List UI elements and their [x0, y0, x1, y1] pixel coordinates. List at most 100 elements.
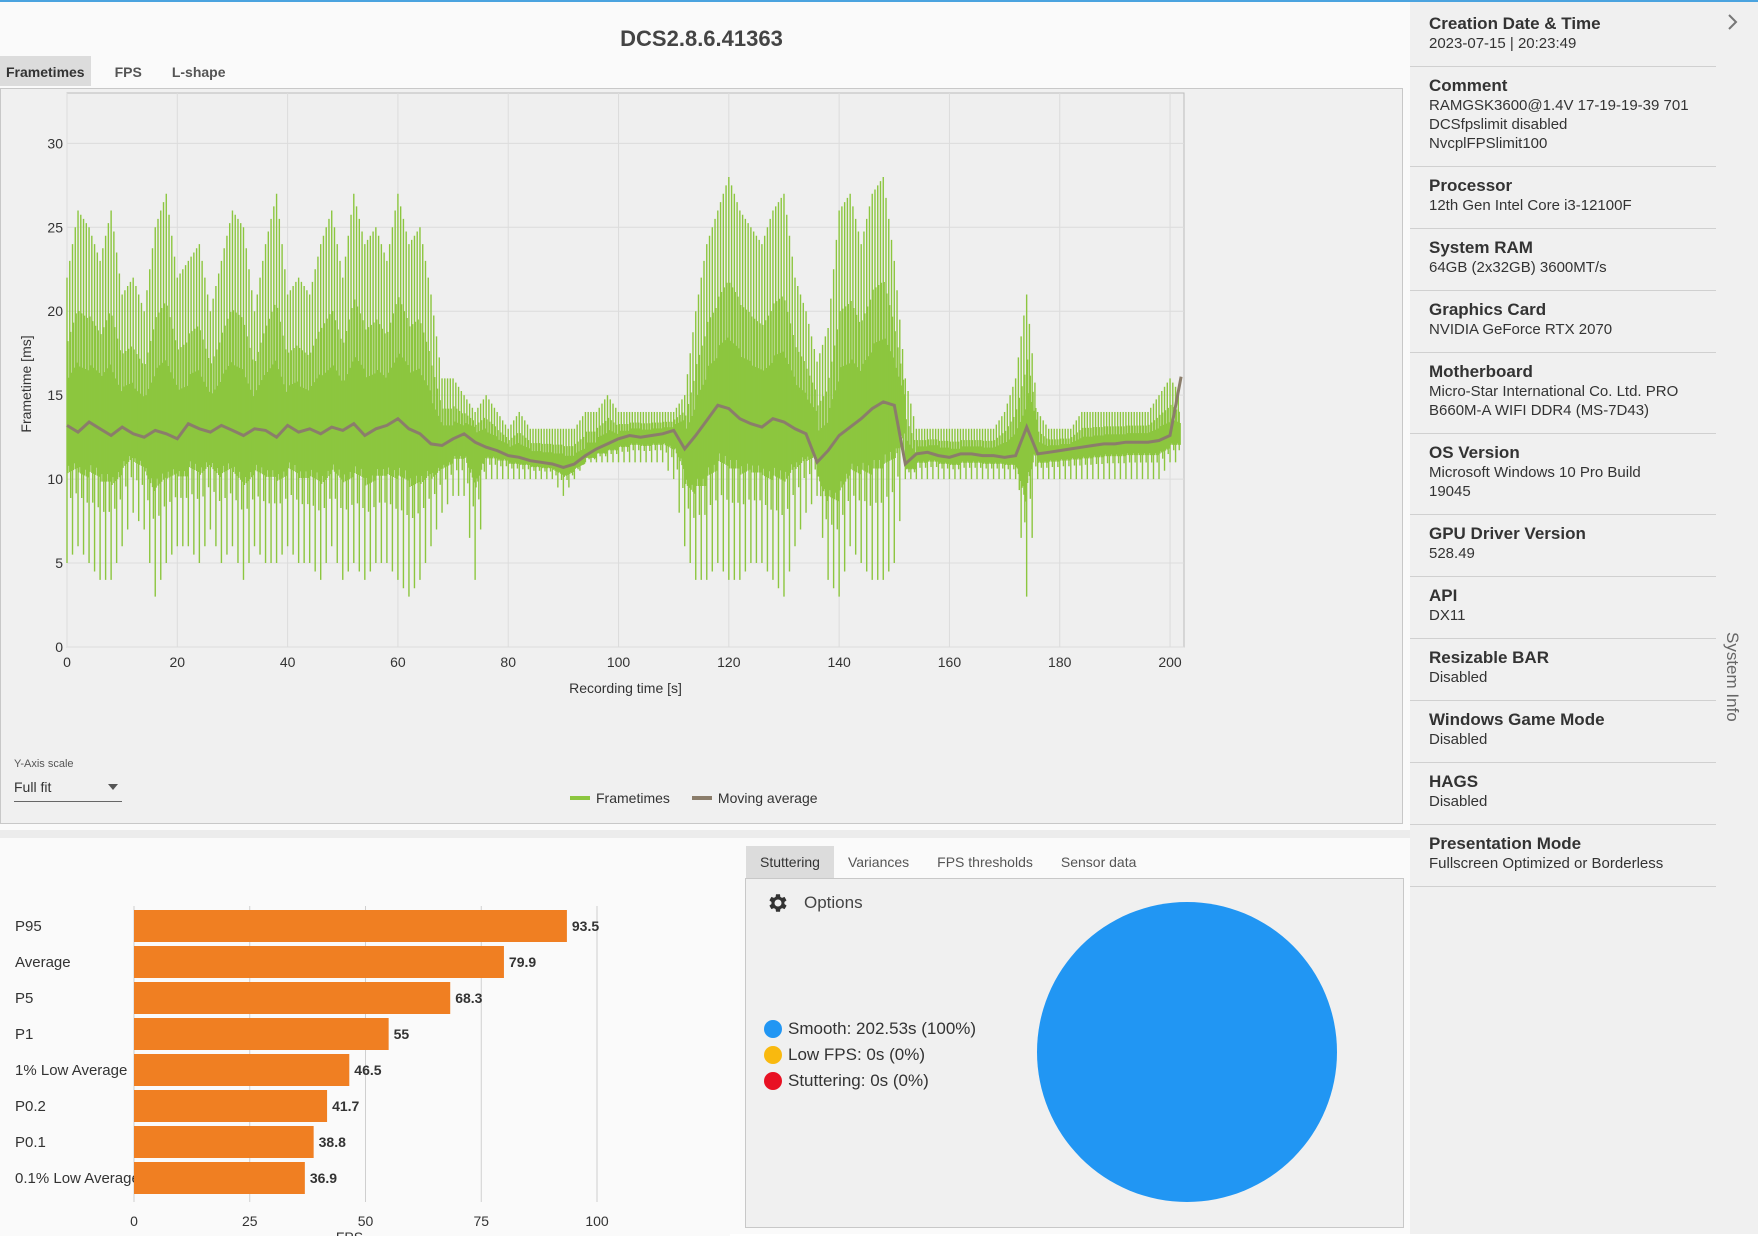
bar-x-tick-label: 75 — [473, 1213, 489, 1229]
bar-value-label: 79.9 — [509, 954, 536, 970]
bar-category-label: P95 — [15, 918, 42, 935]
info-label: GPU Driver Version — [1429, 524, 1586, 543]
info-label: API — [1429, 586, 1458, 605]
tab-stuttering[interactable]: Stuttering — [746, 846, 834, 878]
x-tick-label: 80 — [500, 654, 516, 670]
info-value: 2023-07-15 | 20:23:49 — [1429, 35, 1577, 52]
chart-tabs: Frametimes FPS L-shape — [0, 56, 250, 86]
tab-frametimes[interactable]: Frametimes — [0, 56, 91, 86]
bar — [134, 1090, 328, 1122]
y-tick-label: 25 — [47, 219, 63, 235]
bar-value-label: 36.9 — [310, 1170, 337, 1186]
low-fps-label: Low FPS: 0s (0%) — [788, 1045, 925, 1064]
tab-variances[interactable]: Variances — [847, 854, 910, 870]
info-item-resizable-bar: Resizable BAR Disabled — [1410, 644, 1716, 701]
bar-x-axis-label: FPS — [336, 1229, 363, 1236]
x-tick-label: 0 — [63, 654, 71, 670]
bar-value-label: 68.3 — [455, 990, 482, 1006]
info-value: DX11 — [1429, 607, 1466, 624]
y-axis-label: Frametime [ms] — [18, 335, 34, 432]
bar-category-label: P5 — [15, 990, 33, 1007]
legend-swatch-moving-average — [691, 796, 712, 800]
page-title: DCS2.8.6.41363 — [620, 26, 783, 51]
x-tick-label: 120 — [717, 654, 741, 670]
bar-category-label: P1 — [15, 1026, 33, 1043]
frametime-chart-panel: 0 20 40 60 80 100 120 140 160 180 200 0 5 10 15 20 25 30 R… — [0, 88, 1403, 824]
chevron-down-icon — [108, 784, 118, 790]
bar-x-tick-label: 100 — [585, 1213, 609, 1229]
info-value: Disabled — [1429, 669, 1488, 686]
fps-bar-chart-panel: 0 25 50 75 100 FPS P95 93.5 Average 79.9 P5 68.3 P1 5… — [0, 838, 730, 1241]
info-value: Micro-Star International Co. Ltd. PRO — [1429, 383, 1679, 400]
legend-item-frametimes[interactable]: Frametimes — [570, 790, 670, 806]
frametime-legend: Frametimes Moving average — [570, 790, 840, 806]
main-area: DCS2.8.6.41363 Frametimes FPS L-shape 0 2… — [0, 2, 1410, 1241]
stuttering-dot — [764, 1072, 782, 1090]
x-tick-label: 160 — [938, 654, 962, 670]
info-label: Motherboard — [1429, 362, 1533, 381]
info-label: Windows Game Mode — [1429, 710, 1605, 729]
tab-l-shape[interactable]: L-shape — [171, 64, 226, 80]
frametime-chart: 0 20 40 60 80 100 120 140 160 180 200 0 5 10 15 20 25 30 R… — [18, 92, 1185, 696]
tab-fps-thresholds[interactable]: FPS thresholds — [937, 854, 1033, 870]
info-item-presentation-mode: Presentation Mode Fullscreen Optimized or… — [1410, 830, 1716, 887]
low-fps-dot — [764, 1046, 782, 1064]
info-value: B660M-A WIFI DDR4 (MS-7D43) — [1429, 402, 1650, 419]
bar-x-tick-label: 0 — [130, 1213, 138, 1229]
moving-average-line — [66, 376, 1183, 469]
tab-sensor-data[interactable]: Sensor data — [1060, 854, 1137, 870]
bar-category-label: 0.1% Low Average — [15, 1170, 140, 1187]
x-axis-label: Recording time [s] — [569, 680, 682, 696]
info-label: Presentation Mode — [1429, 834, 1582, 853]
legend-item-moving-average[interactable]: Moving average — [691, 790, 818, 806]
y-tick-label: 0 — [55, 639, 63, 655]
y-axis-scale-label: Y-Axis scale — [14, 758, 74, 770]
x-tick-label: 180 — [1048, 654, 1072, 670]
info-item-os-version: OS Version Microsoft Windows 10 Pro Build… — [1410, 439, 1716, 515]
bar-value-label: 93.5 — [572, 918, 599, 934]
system-info-panel-title: System Info — [1723, 632, 1742, 722]
bar-x-tick-label: 25 — [242, 1213, 258, 1229]
info-value: DCSfpslimit disabled — [1429, 116, 1568, 133]
y-axis-scale-dropdown[interactable]: Full fit — [14, 776, 122, 802]
info-value: Fullscreen Optimized or Borderless — [1429, 855, 1664, 872]
info-item-graphics-card: Graphics Card NVIDIA GeForce RTX 2070 — [1410, 296, 1716, 353]
bar — [134, 1126, 314, 1158]
bar-category-label: P0.2 — [15, 1098, 46, 1115]
gear-icon — [769, 894, 787, 912]
x-tick-label: 140 — [827, 654, 851, 670]
tab-fps[interactable]: FPS — [114, 64, 142, 80]
legend-label-frametimes: Frametimes — [596, 790, 670, 806]
y-tick-label: 5 — [55, 555, 63, 571]
info-value: NVIDIA GeForce RTX 2070 — [1429, 321, 1613, 338]
smooth-dot — [764, 1020, 782, 1038]
frametimes-series — [66, 176, 1181, 597]
bar-category-label: P0.1 — [15, 1134, 46, 1151]
stuttering-panel: Options Smooth: 202.53s (100%) Low FPS: … — [745, 878, 1404, 1228]
info-item-hags: HAGS Disabled — [1410, 768, 1716, 825]
chevron-right-icon[interactable] — [1725, 12, 1741, 32]
bar-value-label: 38.8 — [319, 1134, 346, 1150]
x-tick-label: 60 — [390, 654, 406, 670]
pie-slice-smooth — [1037, 902, 1337, 1202]
info-label: Processor — [1429, 176, 1513, 195]
stuttering-legend-low-fps: Low FPS: 0s (0%) — [764, 1042, 976, 1068]
x-tick-label: 40 — [280, 654, 296, 670]
legend-label-moving-average: Moving average — [717, 790, 818, 806]
y-tick-label: 10 — [47, 471, 63, 487]
stuttering-legend: Smooth: 202.53s (100%) Low FPS: 0s (0%) … — [764, 1016, 976, 1094]
bar — [134, 946, 504, 978]
bar-value-label: 41.7 — [332, 1098, 359, 1114]
bar — [134, 1018, 389, 1050]
info-value: Microsoft Windows 10 Pro Build — [1429, 464, 1641, 481]
info-value: 19045 — [1429, 483, 1471, 500]
info-label: Comment — [1429, 76, 1508, 95]
bar — [134, 910, 567, 942]
info-item-comment: Comment RAMGSK3600@1.4V 17-19-19-39 701 DC… — [1410, 72, 1716, 167]
bar-value-label: 55 — [394, 1026, 410, 1042]
options-button[interactable]: Options — [766, 891, 863, 915]
info-value: Disabled — [1429, 731, 1488, 748]
info-label: System RAM — [1429, 238, 1533, 257]
info-item-windows-game-mode: Windows Game Mode Disabled — [1410, 706, 1716, 763]
system-info-toggle[interactable]: System Info — [1722, 632, 1746, 732]
